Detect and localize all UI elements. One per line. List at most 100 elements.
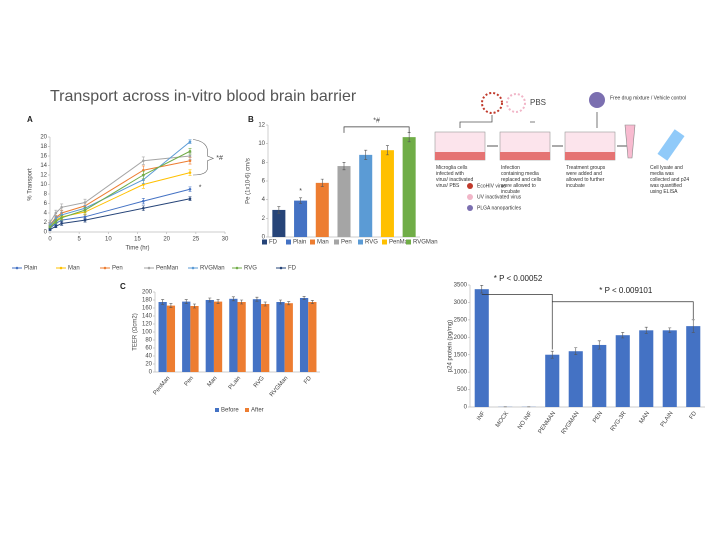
- y-tick-label: 500: [457, 387, 468, 393]
- bar: [294, 200, 308, 237]
- legend-label: Pen: [341, 240, 352, 246]
- bar: [545, 354, 560, 407]
- marker: [60, 222, 63, 225]
- x-tick-label: PEN: [592, 411, 604, 425]
- legend-label: Man: [317, 240, 329, 246]
- step-label: Microglia cells infected with virus/ inact…: [436, 165, 473, 189]
- marker: [188, 159, 192, 163]
- marker: [188, 149, 192, 153]
- legend-swatch: [382, 239, 387, 245]
- bar: [261, 304, 270, 372]
- legend-label: FD: [269, 240, 278, 246]
- x-tick-label: INF: [476, 410, 487, 422]
- y-tick-label: 0: [44, 230, 48, 236]
- error-bar: [240, 299, 244, 305]
- y-tick-label: 100: [142, 330, 153, 336]
- bar: [337, 166, 351, 237]
- panel-label: C: [120, 282, 126, 291]
- error-bar: [216, 299, 220, 304]
- cells: [565, 152, 615, 160]
- bar: [276, 302, 285, 372]
- error-bar: [342, 162, 346, 171]
- marker: [142, 206, 145, 210]
- legend-uv: [467, 194, 473, 200]
- marker: [188, 187, 192, 191]
- series-line: [49, 155, 191, 223]
- error-bar: [277, 206, 281, 214]
- y-tick-label: 16: [40, 154, 47, 160]
- x-tick-label: 20: [163, 237, 170, 243]
- error-bar: [550, 350, 554, 359]
- legend-swatch: [215, 408, 219, 412]
- step-label: Treatment groups were added and allowed to…: [566, 165, 606, 189]
- legend-marker: [59, 266, 63, 270]
- bar: [308, 302, 317, 372]
- legend-virus: [467, 183, 473, 189]
- marker: [142, 199, 145, 203]
- y-tick-label: 120: [142, 322, 153, 328]
- marker: [60, 206, 63, 209]
- y-axis-label: p24 protein (pg/mg): [448, 320, 454, 372]
- legend-plga: [467, 205, 473, 211]
- step-label: Infection containing media replaced and ce…: [501, 165, 542, 195]
- bar: [190, 306, 199, 372]
- x-tick-label: 0: [48, 237, 52, 243]
- legend-label: After: [251, 408, 264, 414]
- y-tick-label: 60: [145, 346, 152, 352]
- marker: [54, 211, 58, 215]
- y-tick-label: 4: [44, 211, 48, 217]
- bracket: [343, 126, 410, 133]
- legend-label: RVG: [244, 266, 257, 272]
- y-tick-label: 12: [40, 173, 47, 179]
- annotation: * P < 0.009101: [599, 286, 653, 295]
- y-tick-label: 12: [258, 123, 265, 129]
- x-tick-label: FD: [303, 375, 313, 385]
- annotation: *: [199, 185, 202, 192]
- y-tick-label: 20: [145, 362, 152, 368]
- annotation: *#: [216, 155, 223, 162]
- treatment-label: Free drug mixture / Vehicle control: [610, 95, 686, 101]
- bar: [213, 301, 223, 372]
- marker: [188, 171, 192, 174]
- y-tick-label: 10: [258, 141, 265, 147]
- y-axis-label: % Transport: [28, 168, 34, 201]
- bar: [592, 344, 607, 407]
- error-bar: [310, 300, 314, 304]
- slide-title: Transport across in-vitro blood brain ba…: [50, 88, 357, 105]
- y-tick-label: 18: [40, 144, 47, 150]
- marker: [188, 197, 192, 201]
- error-bar: [192, 303, 196, 309]
- bar: [205, 300, 214, 372]
- diagram-legend-label: UV inactivated virus: [477, 194, 522, 200]
- error-bar: [644, 326, 648, 334]
- pbs-label: PBS: [530, 98, 546, 107]
- x-tick-label: FD: [689, 410, 699, 421]
- error-bar: [302, 296, 306, 300]
- y-tick-label: 160: [142, 306, 153, 312]
- y-axis-label: Pe (1x10-6) cm/s: [246, 158, 252, 204]
- bracket: [552, 301, 694, 320]
- x-tick-label: Pen: [184, 375, 195, 387]
- legend-label: RVGMan: [200, 266, 225, 272]
- bar: [662, 330, 677, 407]
- y-tick-label: 4: [262, 197, 266, 203]
- bar: [299, 298, 309, 372]
- error-bar: [161, 299, 165, 305]
- legend-marker: [15, 266, 19, 270]
- marker: [142, 159, 145, 163]
- bar: [284, 303, 293, 372]
- bar: [568, 351, 583, 407]
- legend-label: PenMan: [156, 266, 178, 272]
- legend-label: RVG: [365, 240, 378, 246]
- y-tick-label: 6: [262, 179, 266, 185]
- bar: [686, 326, 701, 407]
- bar: [380, 150, 394, 237]
- y-tick-label: 3000: [454, 300, 468, 306]
- error-bar: [574, 347, 578, 356]
- y-tick-label: 6: [44, 201, 48, 207]
- panel-label: B: [248, 115, 254, 124]
- bar: [237, 302, 246, 372]
- x-tick-label: 15: [134, 237, 141, 243]
- error-bar: [299, 197, 303, 204]
